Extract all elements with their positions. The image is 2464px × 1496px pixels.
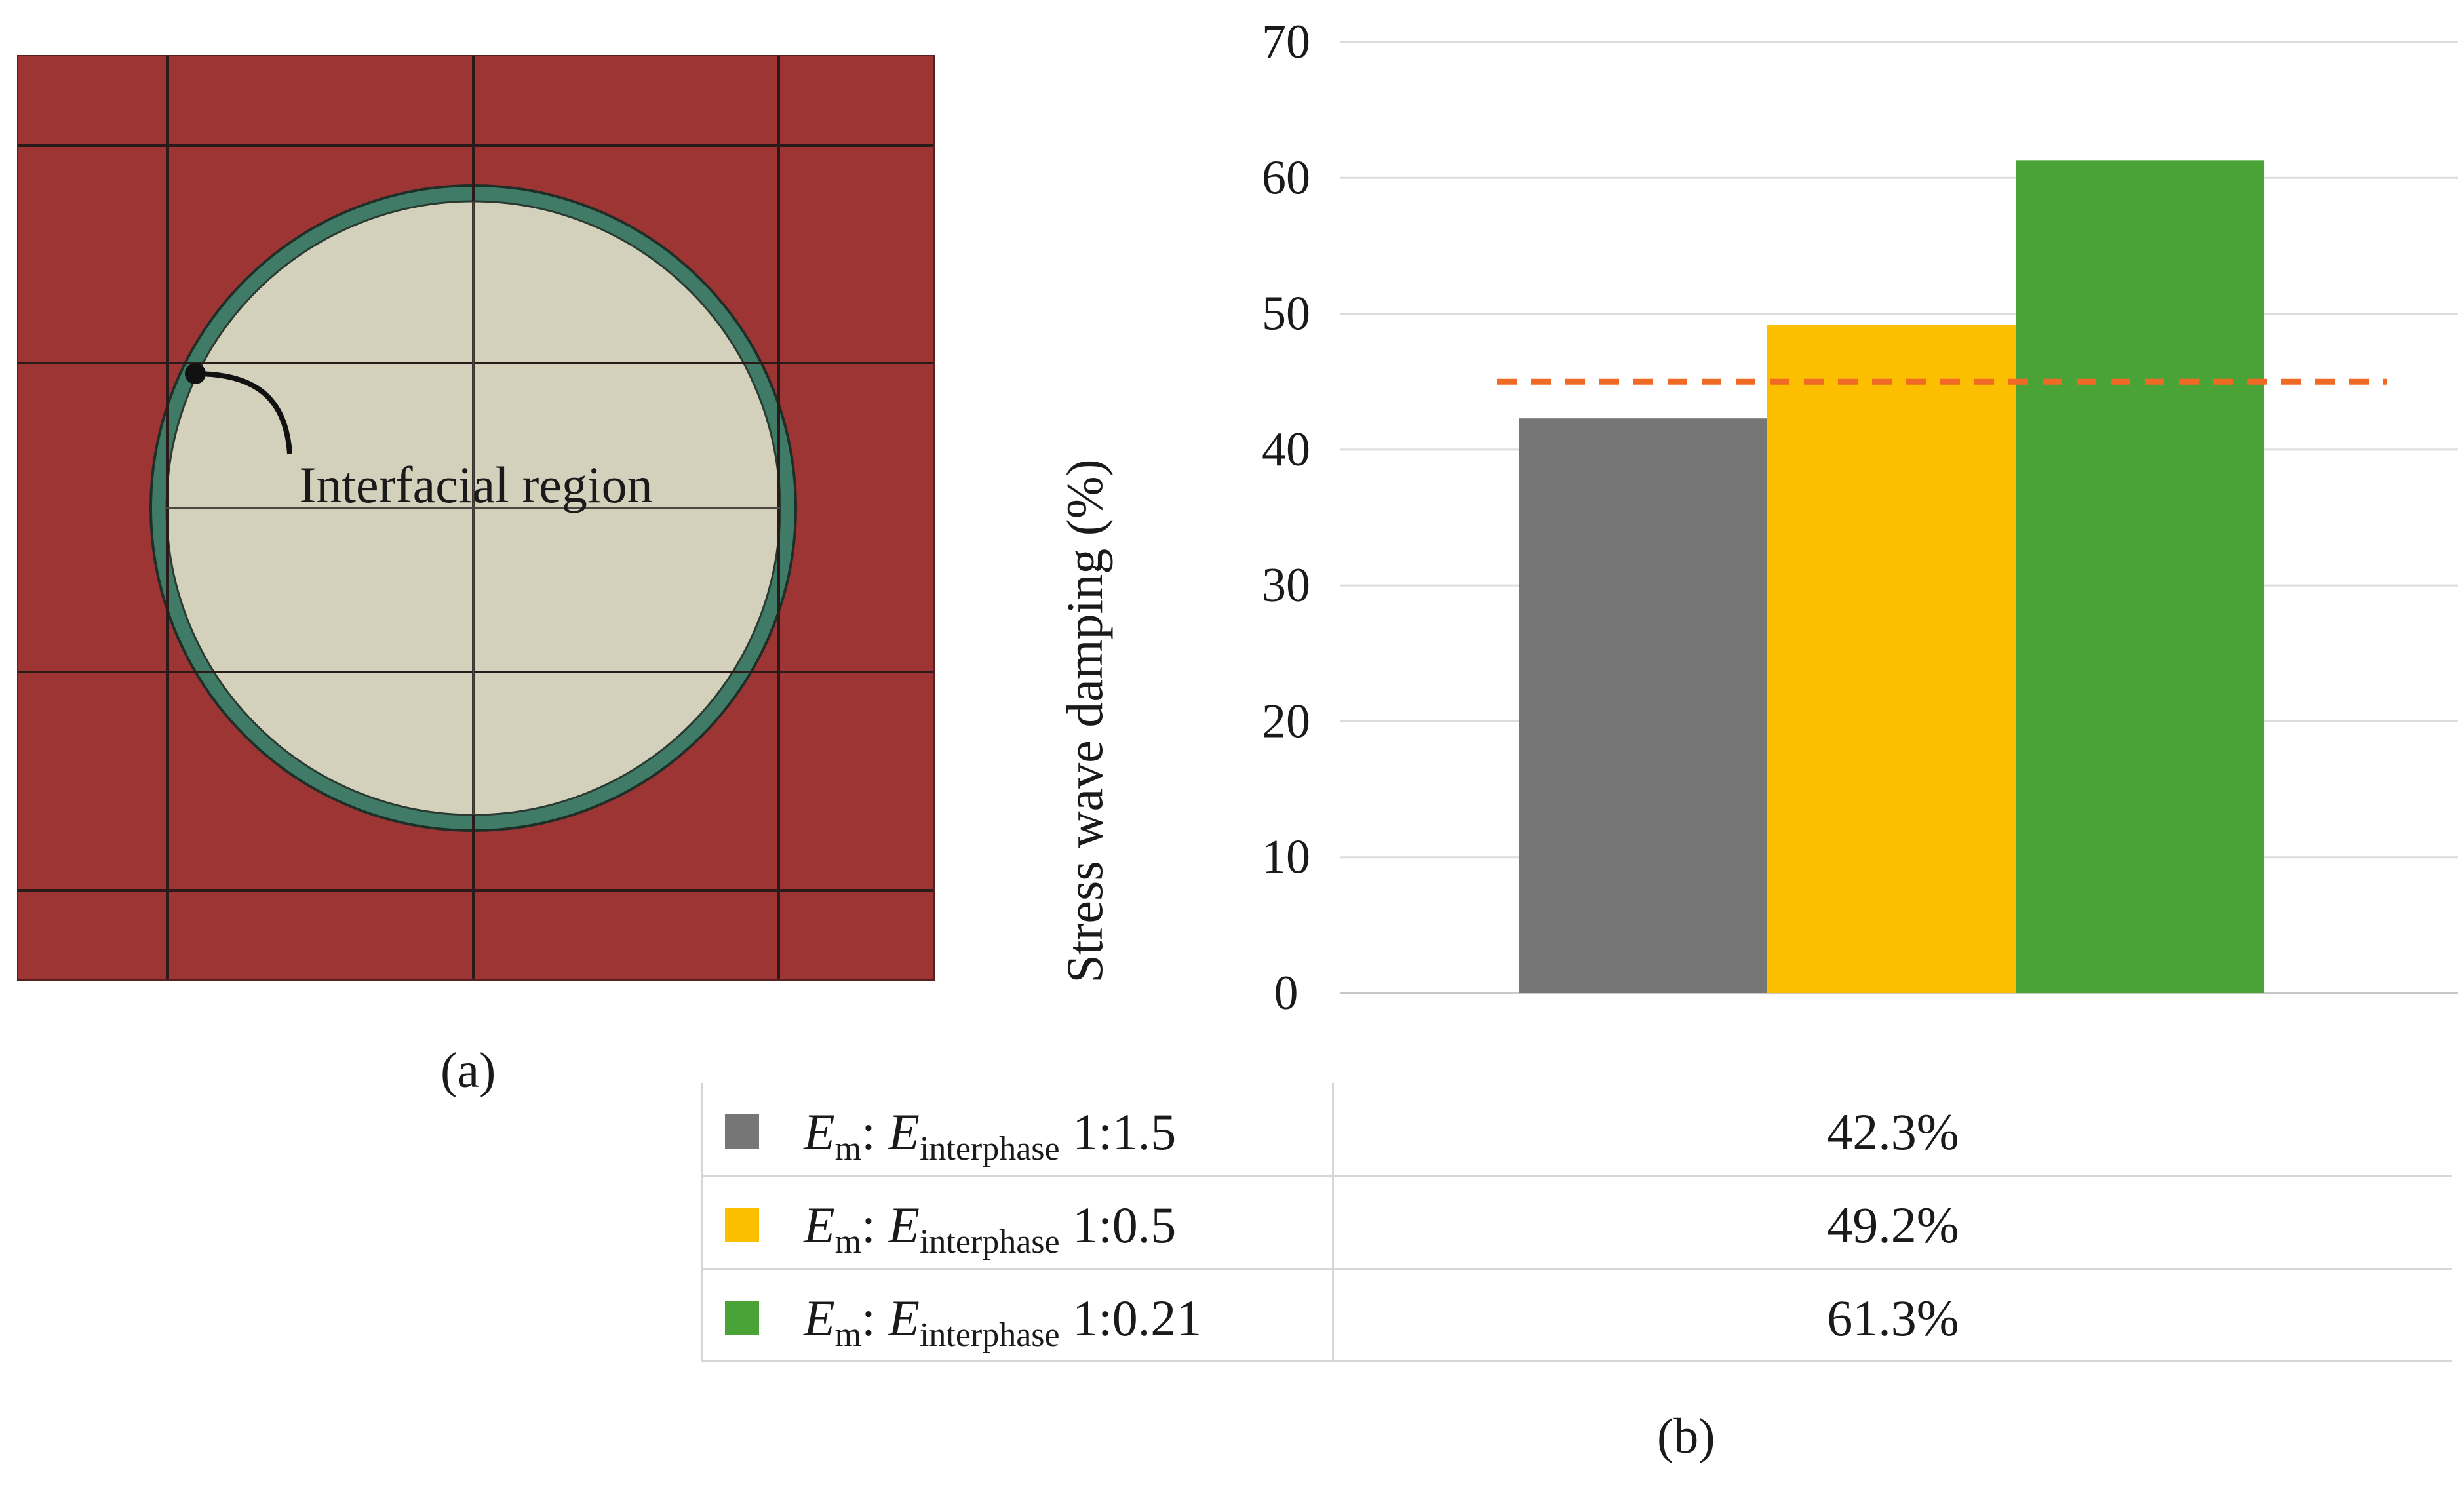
table-value: 61.3% [1827, 1289, 1959, 1347]
legend-swatch [725, 1301, 759, 1335]
table-row: Em: Einterphase 1:0.5 49.2% [701, 1176, 2452, 1269]
bars [1519, 160, 2264, 993]
legend-label: Em: Einterphase 1:1.5 [804, 1103, 1177, 1168]
bar-chart: 0 10 20 30 40 50 60 70 Stress wave damping (%) [1056, 15, 2458, 1020]
interfacial-region-label: Interfacial region [299, 456, 652, 513]
y-tick-label: 50 [1262, 287, 1310, 341]
y-tick-label: 40 [1262, 423, 1310, 477]
leader-line [195, 371, 292, 454]
y-tick-label: 60 [1262, 151, 1310, 205]
figure-border [17, 55, 935, 981]
table-value: 49.2% [1827, 1196, 1959, 1253]
legend-swatch [725, 1114, 759, 1149]
y-tick-label: 0 [1274, 966, 1299, 1020]
y-tick-label: 30 [1262, 559, 1310, 612]
y-tick-label: 70 [1262, 15, 1310, 69]
y-tick-label: 10 [1262, 831, 1310, 884]
table-row: Em: Einterphase 1:0.21 61.3% [701, 1269, 2452, 1362]
table-divider [701, 1268, 2452, 1270]
legend-label: Em: Einterphase 1:0.5 [804, 1196, 1177, 1261]
mesh-lines-inner [166, 201, 780, 815]
legend-label: Em: Einterphase 1:0.21 [804, 1289, 1202, 1354]
bar [1519, 418, 1767, 993]
table-divider [701, 1083, 703, 1362]
caption-a: (a) [440, 1043, 496, 1098]
data-table: Em: Einterphase 1:1.5 42.3% Em: Einterph… [701, 1083, 2452, 1362]
bar [1767, 325, 2016, 993]
caption-b: (b) [1657, 1409, 1715, 1464]
table-value: 42.3% [1827, 1103, 1959, 1160]
table-row: Em: Einterphase 1:1.5 42.3% [701, 1083, 2452, 1176]
y-axis-label: Stress wave damping (%) [1056, 459, 1113, 983]
table-divider [1332, 1083, 1334, 1362]
legend-swatch [725, 1208, 759, 1242]
bar [2016, 160, 2264, 993]
y-tick-label: 20 [1262, 694, 1310, 748]
table-divider [701, 1360, 2452, 1362]
table-divider [701, 1175, 2452, 1177]
mesh-figure: Interfacial region [17, 55, 935, 981]
y-tick-labels: 0 10 20 30 40 50 60 70 [1262, 15, 1310, 1020]
